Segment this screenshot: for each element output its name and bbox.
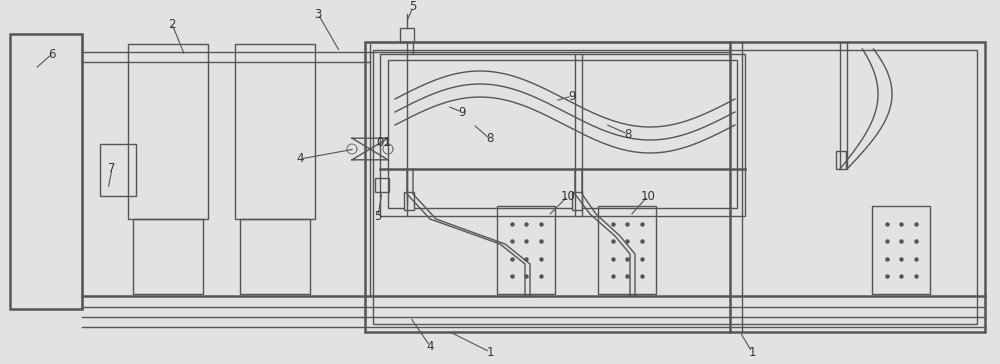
Text: 4: 4 — [426, 340, 434, 352]
Text: 10: 10 — [561, 190, 575, 202]
Text: 8: 8 — [486, 132, 494, 146]
Text: 1: 1 — [486, 345, 494, 359]
Bar — [100, 144, 136, 196]
Text: 4: 4 — [296, 153, 304, 166]
Bar — [598, 206, 656, 294]
Text: 6: 6 — [48, 47, 56, 60]
Text: 9: 9 — [568, 90, 576, 103]
Bar — [365, 42, 985, 332]
Text: 9: 9 — [458, 106, 466, 119]
Text: 8: 8 — [624, 127, 632, 141]
Bar — [10, 34, 82, 309]
Text: 3: 3 — [314, 8, 322, 20]
Bar — [375, 178, 389, 192]
Bar — [235, 44, 315, 219]
Bar — [400, 28, 414, 42]
Text: 01: 01 — [377, 135, 391, 149]
Text: 2: 2 — [168, 17, 176, 31]
Text: 5: 5 — [409, 0, 417, 13]
Bar — [872, 206, 930, 294]
Bar — [404, 192, 414, 210]
Bar — [380, 54, 745, 216]
Text: 1: 1 — [748, 345, 756, 359]
Text: 7: 7 — [108, 162, 116, 175]
Bar — [388, 60, 737, 208]
Bar — [373, 50, 977, 324]
Bar — [572, 192, 582, 210]
Text: 10: 10 — [641, 190, 655, 202]
Bar — [133, 219, 203, 294]
Text: 5: 5 — [374, 210, 382, 222]
Bar — [497, 206, 555, 294]
Bar — [836, 151, 846, 169]
Bar — [128, 44, 208, 219]
Bar — [240, 219, 310, 294]
